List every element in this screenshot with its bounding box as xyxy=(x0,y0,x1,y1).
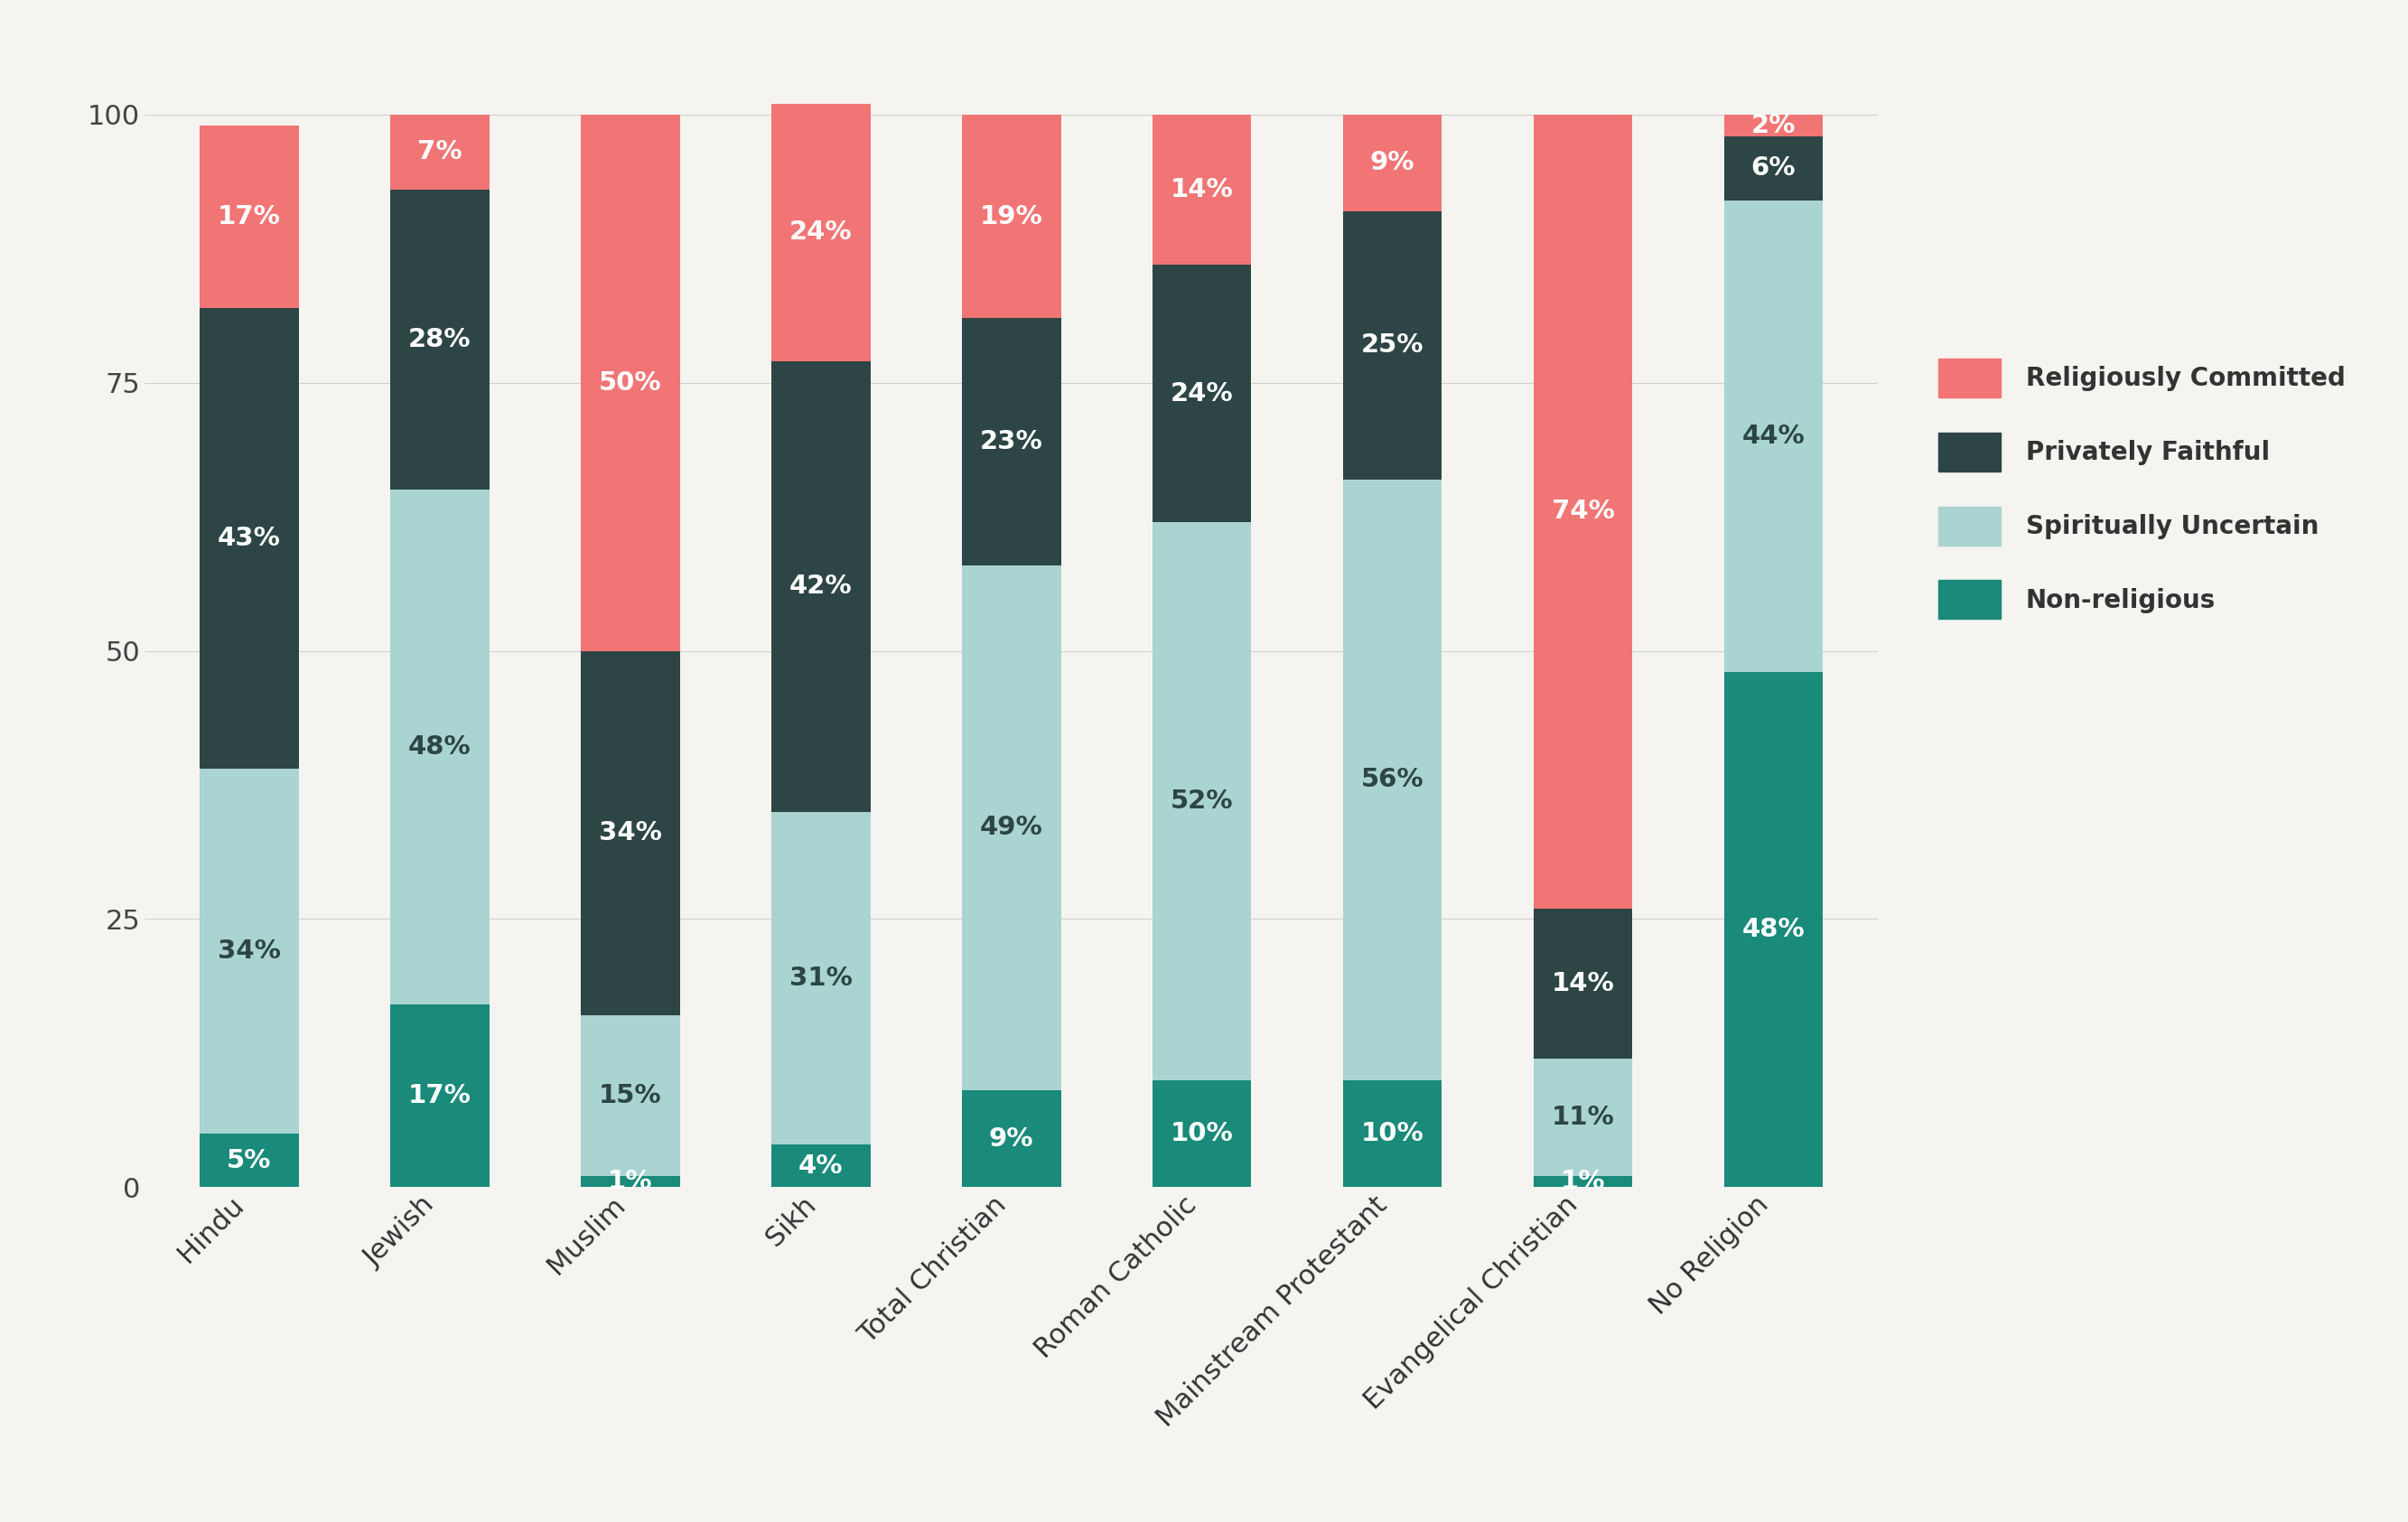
Text: 56%: 56% xyxy=(1361,767,1423,791)
Text: 17%: 17% xyxy=(409,1084,472,1108)
Text: 74%: 74% xyxy=(1551,499,1613,524)
Bar xyxy=(771,811,869,1145)
Text: 10%: 10% xyxy=(1170,1120,1233,1146)
Text: 52%: 52% xyxy=(1170,788,1233,814)
Bar xyxy=(1153,522,1252,1081)
Bar xyxy=(200,1134,299,1187)
Bar xyxy=(390,190,489,490)
Bar xyxy=(961,318,1062,565)
Legend: Religiously Committed, Privately Faithful, Spiritually Uncertain, Non-religious: Religiously Committed, Privately Faithfu… xyxy=(1926,345,2357,632)
Text: 1%: 1% xyxy=(1560,1169,1606,1195)
Bar xyxy=(1724,135,1823,201)
Bar xyxy=(580,1177,679,1187)
Bar xyxy=(390,1005,489,1187)
Bar xyxy=(1153,265,1252,522)
Bar xyxy=(961,565,1062,1091)
Bar xyxy=(1534,909,1633,1058)
Text: 11%: 11% xyxy=(1551,1105,1613,1129)
Bar xyxy=(1153,114,1252,265)
Bar xyxy=(1534,114,1633,909)
Text: 48%: 48% xyxy=(409,735,472,759)
Bar xyxy=(1534,1177,1633,1187)
Text: 49%: 49% xyxy=(980,816,1043,840)
Bar xyxy=(200,125,299,307)
Text: 10%: 10% xyxy=(1361,1120,1423,1146)
Text: 17%: 17% xyxy=(217,204,282,228)
Text: 50%: 50% xyxy=(600,370,662,396)
Text: 14%: 14% xyxy=(1170,177,1233,202)
Text: 9%: 9% xyxy=(1370,151,1416,175)
Text: 43%: 43% xyxy=(217,525,282,551)
Bar xyxy=(1724,114,1823,135)
Bar xyxy=(1344,479,1442,1081)
Text: 7%: 7% xyxy=(417,140,462,164)
Text: 6%: 6% xyxy=(1751,155,1796,181)
Bar xyxy=(1344,1081,1442,1187)
Text: 5%: 5% xyxy=(226,1148,272,1173)
Bar xyxy=(200,307,299,769)
Bar xyxy=(1344,114,1442,212)
Text: 44%: 44% xyxy=(1741,423,1806,449)
Text: 34%: 34% xyxy=(600,820,662,846)
Text: 28%: 28% xyxy=(409,327,472,353)
Text: 34%: 34% xyxy=(217,939,282,963)
Bar xyxy=(390,114,489,190)
Bar xyxy=(580,114,679,651)
Bar xyxy=(1534,1058,1633,1177)
Text: 24%: 24% xyxy=(1170,380,1233,406)
Bar xyxy=(961,1091,1062,1187)
Text: 1%: 1% xyxy=(607,1169,653,1195)
Text: 4%: 4% xyxy=(799,1154,843,1178)
Text: 23%: 23% xyxy=(980,429,1043,454)
Bar xyxy=(1344,212,1442,479)
Bar xyxy=(771,1145,869,1187)
Text: 48%: 48% xyxy=(1741,918,1806,942)
Text: 31%: 31% xyxy=(790,965,852,991)
Text: 9%: 9% xyxy=(990,1126,1033,1152)
Bar xyxy=(200,769,299,1134)
Text: 42%: 42% xyxy=(790,574,852,600)
Bar xyxy=(390,490,489,1005)
Bar xyxy=(961,114,1062,318)
Text: 19%: 19% xyxy=(980,204,1043,228)
Bar xyxy=(771,361,869,811)
Text: 15%: 15% xyxy=(600,1084,662,1108)
Bar xyxy=(1153,1081,1252,1187)
Bar xyxy=(580,651,679,1015)
Bar xyxy=(1724,673,1823,1187)
Text: 14%: 14% xyxy=(1551,971,1613,995)
Bar xyxy=(771,103,869,361)
Text: 25%: 25% xyxy=(1361,332,1423,358)
Bar xyxy=(1724,201,1823,673)
Text: 2%: 2% xyxy=(1751,113,1796,139)
Bar xyxy=(580,1015,679,1177)
Text: 24%: 24% xyxy=(790,219,852,245)
